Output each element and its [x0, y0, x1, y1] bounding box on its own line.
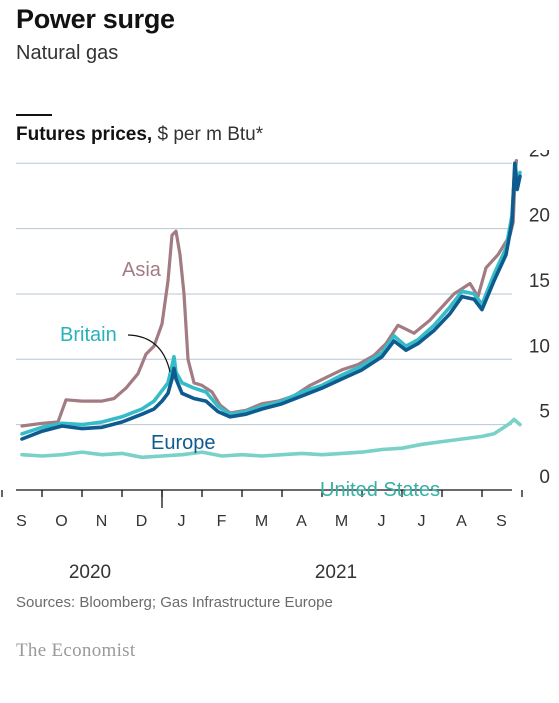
y-tick-label-20: 20	[529, 206, 550, 227]
series-line-europe	[20, 161, 522, 441]
year-label-2020: 2020	[69, 562, 111, 583]
x-axis: S O N D J F M A M J J A S 2020 2021	[1, 490, 523, 583]
series-label-britain: Britain	[60, 324, 117, 346]
x-tick-label: J	[178, 513, 187, 530]
x-tick-label: A	[296, 513, 308, 530]
y-tick-label-5: 5	[539, 402, 550, 423]
series-label-united-states: United States	[320, 479, 440, 501]
brand-logo: The Economist	[16, 640, 136, 661]
x-tick-label: M	[335, 513, 349, 530]
gridlines: 0 5 10 15 20 25	[16, 150, 550, 491]
year-label-2021: 2021	[315, 562, 357, 583]
series-line-britain	[20, 161, 522, 436]
x-tick-label: J	[418, 513, 427, 530]
y-tick-label-15: 15	[529, 271, 550, 292]
title-rule	[16, 114, 52, 116]
series-labels: Asia Britain Europe United States	[60, 259, 440, 501]
chart-title-heading: Power surge	[16, 4, 175, 34]
x-tick-label: A	[456, 513, 468, 530]
x-tick-label: S	[16, 513, 28, 530]
britain-leader-line	[127, 334, 171, 373]
series-lines	[20, 159, 522, 460]
series-line-asia	[20, 159, 518, 428]
y-tick-label-0: 0	[539, 467, 550, 488]
panel-unit-text: $ per m Btu*	[157, 124, 264, 145]
x-tick-label: N	[96, 513, 109, 530]
x-tick-label: M	[255, 513, 269, 530]
series-label-asia: Asia	[122, 259, 162, 281]
panel-title-text: Futures prices,	[16, 124, 153, 145]
panel-title: Futures prices, $ per m Btu*	[16, 124, 263, 146]
line-chart: 0 5 10 15 20 25 S O N D J F M A M J J A S 2020 2021 Asia Bri…	[1, 150, 550, 583]
x-tick-label: S	[496, 513, 508, 530]
x-tick-label: O	[55, 513, 68, 530]
x-tick-label: J	[378, 513, 387, 530]
x-tick-label: F	[217, 513, 228, 530]
x-tick-label: D	[136, 513, 149, 530]
y-tick-label-25: 25	[529, 150, 550, 161]
series-line-united-states	[20, 417, 522, 460]
series-label-europe: Europe	[151, 432, 216, 454]
y-tick-label-10: 10	[529, 336, 550, 357]
chart-subtitle: Natural gas	[16, 42, 119, 64]
source-note: Sources: Bloomberg; Gas Infrastructure E…	[16, 594, 333, 611]
